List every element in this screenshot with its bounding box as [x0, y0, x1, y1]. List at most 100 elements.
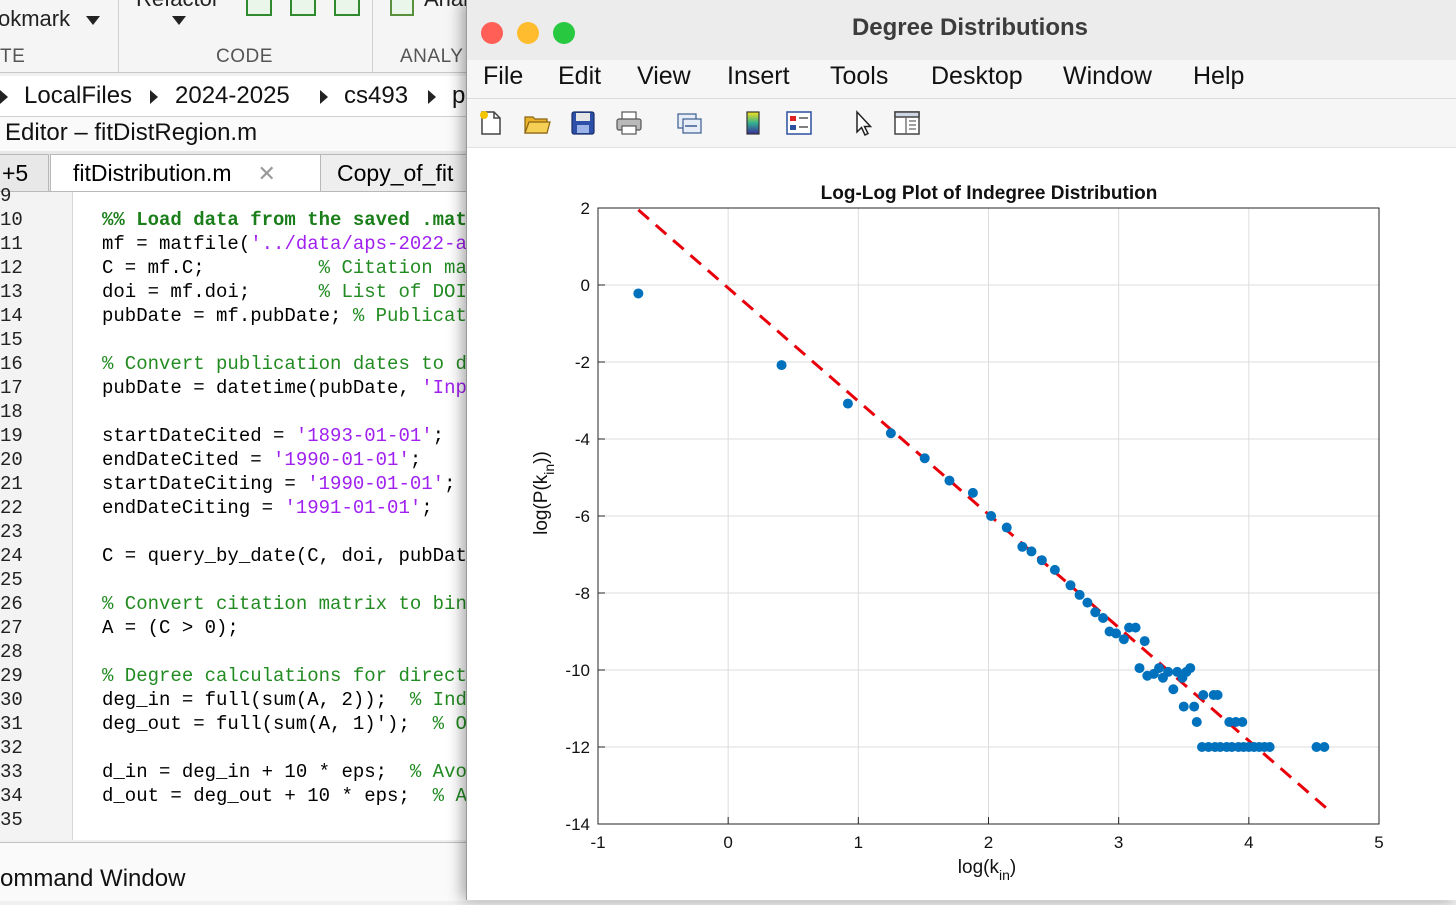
y-tick-label: -2: [575, 353, 590, 372]
line-number: 17: [0, 377, 23, 399]
code-line[interactable]: deg_out = full(sum(A, 1)'); % Ou: [102, 713, 479, 735]
code-line[interactable]: % Convert publication dates to da: [102, 353, 479, 375]
menu-file[interactable]: File: [483, 62, 524, 90]
outdent-icon[interactable]: [334, 0, 360, 16]
y-tick-label: 2: [581, 199, 590, 218]
code-line[interactable]: C = query_by_date(C, doi, pubDate: [102, 545, 479, 567]
toolstrip-divider: [372, 0, 373, 72]
code-line[interactable]: C = mf.C; % Citation mat: [102, 257, 479, 279]
menu-help[interactable]: Help: [1193, 62, 1245, 90]
close-window-button[interactable]: [481, 22, 503, 44]
fit-line-group: [637, 208, 1328, 810]
code-line[interactable]: startDateCiting = '1990-01-01';: [102, 473, 456, 495]
data-point: [1134, 663, 1145, 674]
data-point: [1212, 690, 1223, 701]
tab-fitdistribution[interactable]: fitDistribution.m ✕: [50, 154, 340, 191]
y-tick-label: -6: [575, 507, 590, 526]
data-point: [1098, 613, 1109, 624]
analyze-icon[interactable]: [390, 0, 414, 16]
code-line[interactable]: % Convert citation matrix to bina: [102, 593, 479, 615]
legend-icon[interactable]: [785, 109, 813, 137]
menu-view[interactable]: View: [637, 62, 691, 90]
tab-label: Copy_of_fit: [337, 160, 454, 186]
line-number: 28: [0, 641, 23, 663]
code-line[interactable]: % Degree calculations for directe: [102, 665, 479, 687]
pointer-icon[interactable]: [849, 109, 877, 137]
breadcrumb-item[interactable]: cs493: [344, 82, 409, 109]
y-axis-label-subscript: in: [541, 464, 557, 475]
zoom-window-button[interactable]: [553, 22, 575, 44]
y-tick-label: -12: [565, 738, 590, 757]
open-file-icon[interactable]: [523, 109, 551, 137]
code-line[interactable]: startDateCited = '1893-01-01';: [102, 425, 445, 447]
data-point: [1049, 564, 1060, 575]
menu-edit[interactable]: Edit: [558, 62, 602, 90]
line-number: 30: [0, 689, 23, 711]
minimize-window-button[interactable]: [517, 22, 539, 44]
print-icon[interactable]: [615, 109, 643, 137]
menu-tools[interactable]: Tools: [830, 62, 889, 90]
bookmark-button[interactable]: okmark: [0, 6, 101, 32]
axis-ticks: -1 0 1 2 3 4 520-2-4-6-8-10-12-14: [565, 199, 1383, 852]
code-line[interactable]: d_in = deg_in + 10 * eps; % Avoi: [102, 761, 479, 783]
breadcrumb-item[interactable]: 2024-2025: [175, 82, 290, 109]
code-line[interactable]: pubDate = mf.pubDate; % Publicati: [102, 305, 479, 327]
line-number: 14: [0, 305, 23, 327]
data-point: [1168, 684, 1179, 695]
y-axis-label: log(P(kin)): [531, 451, 557, 535]
line-number: 29: [0, 665, 23, 687]
property-inspector-icon[interactable]: [893, 109, 921, 137]
code-line[interactable]: pubDate = datetime(pubDate, 'Inpu: [102, 377, 479, 399]
smart-indent-icon[interactable]: [290, 0, 316, 16]
y-tick-label: 0: [581, 276, 590, 295]
data-point: [1185, 663, 1196, 674]
code-line[interactable]: doi = mf.doi; % List of DOIs: [102, 281, 479, 303]
figure-title-bar[interactable]: Degree Distributions: [467, 0, 1456, 60]
line-number: 21: [0, 473, 23, 495]
y-tick-label: -4: [575, 430, 590, 449]
data-point: [1130, 622, 1141, 633]
line-number: 13: [0, 281, 23, 303]
y-tick-label: -10: [565, 661, 590, 680]
code-line[interactable]: endDateCiting = '1991-01-01';: [102, 497, 433, 519]
new-figure-icon[interactable]: [477, 109, 505, 137]
data-points: [633, 288, 1330, 752]
save-icon[interactable]: [569, 109, 597, 137]
plot-area: Log-Log Plot of Indegree Distribution -1…: [467, 148, 1456, 900]
line-number: 34: [0, 785, 23, 807]
section-label-code: CODE: [216, 46, 273, 67]
breadcrumb-arrow-icon: [320, 90, 328, 104]
menu-window[interactable]: Window: [1063, 62, 1152, 90]
figure-menu-bar: File Edit View Insert Tools Desktop Wind…: [467, 60, 1456, 99]
menu-insert[interactable]: Insert: [727, 62, 790, 90]
refactor-button[interactable]: Refactor: [136, 0, 219, 12]
tab-overflow-label: +5: [2, 160, 29, 186]
code-line[interactable]: A = (C > 0);: [102, 617, 239, 639]
code-line[interactable]: %% Load data from the saved .mat: [102, 209, 467, 231]
data-point: [986, 511, 997, 521]
x-tick-label: 1: [854, 833, 863, 852]
link-icon[interactable]: [675, 109, 703, 137]
code-line[interactable]: deg_in = full(sum(A, 2)); % Inde: [102, 689, 479, 711]
code-line[interactable]: mf = matfile('../data/aps-2022-au: [102, 233, 479, 255]
indent-icon[interactable]: [246, 0, 272, 16]
close-tab-icon[interactable]: ✕: [257, 161, 276, 186]
code-line[interactable]: d_out = deg_out + 10 * eps; % Av: [102, 785, 479, 807]
line-number: 10: [0, 209, 23, 231]
tab-overflow[interactable]: +5: [0, 154, 49, 191]
indegree-loglog-chart[interactable]: Log-Log Plot of Indegree Distribution -1…: [467, 148, 1456, 900]
x-tick-label: 3: [1114, 833, 1123, 852]
code-line[interactable]: endDateCited = '1990-01-01';: [102, 449, 422, 471]
line-number: 19: [0, 425, 23, 447]
data-point: [1090, 607, 1101, 618]
breadcrumb-item[interactable]: p: [452, 82, 466, 109]
data-point: [919, 453, 930, 464]
line-number: 9: [0, 185, 12, 207]
analyze-button[interactable]: Analyze: [424, 0, 502, 12]
colorbar-icon[interactable]: [739, 109, 767, 137]
breadcrumb-arrow-icon: [0, 90, 8, 104]
y-tick-label: -14: [565, 815, 590, 834]
menu-desktop[interactable]: Desktop: [931, 62, 1023, 90]
breadcrumb-item[interactable]: LocalFiles: [24, 82, 133, 109]
fit-line: [637, 208, 1328, 810]
